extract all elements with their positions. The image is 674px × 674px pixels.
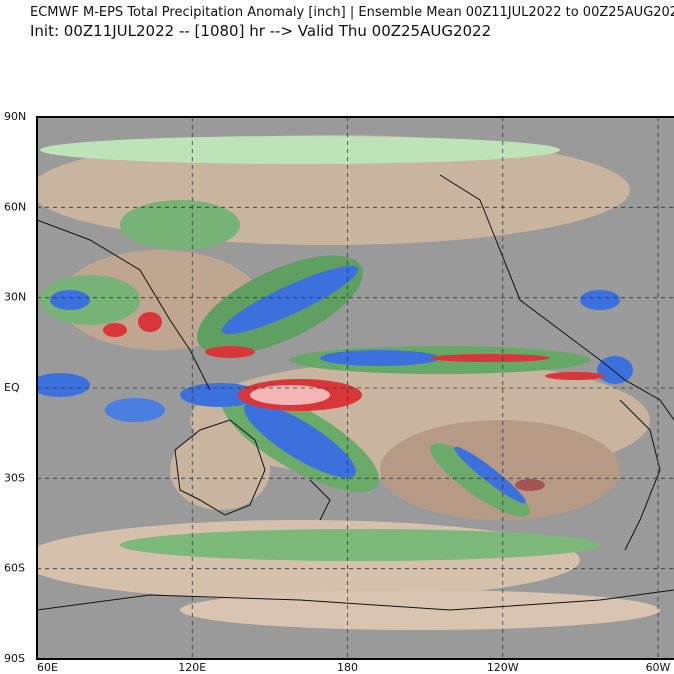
lon-label: 120W bbox=[487, 661, 519, 674]
map-frame bbox=[36, 116, 674, 660]
lat-label: 90N bbox=[4, 110, 26, 123]
map-subtitle: Init: 00Z11JUL2022 -- [1080] hr --> Vali… bbox=[30, 22, 492, 40]
lat-label: EQ bbox=[4, 381, 20, 394]
lat-label: 30S bbox=[4, 471, 25, 484]
lon-label: 60W bbox=[646, 661, 671, 674]
lon-label: 120E bbox=[178, 661, 206, 674]
lat-label: 90S bbox=[4, 652, 25, 665]
graticule bbox=[37, 117, 674, 659]
lat-label: 30N bbox=[4, 291, 26, 304]
lon-label: 60E bbox=[37, 661, 58, 674]
map-title: ECMWF M-EPS Total Precipitation Anomaly … bbox=[30, 5, 674, 20]
lat-label: 60N bbox=[4, 200, 26, 213]
lat-label: 60S bbox=[4, 562, 25, 575]
lon-label: 180 bbox=[337, 661, 358, 674]
